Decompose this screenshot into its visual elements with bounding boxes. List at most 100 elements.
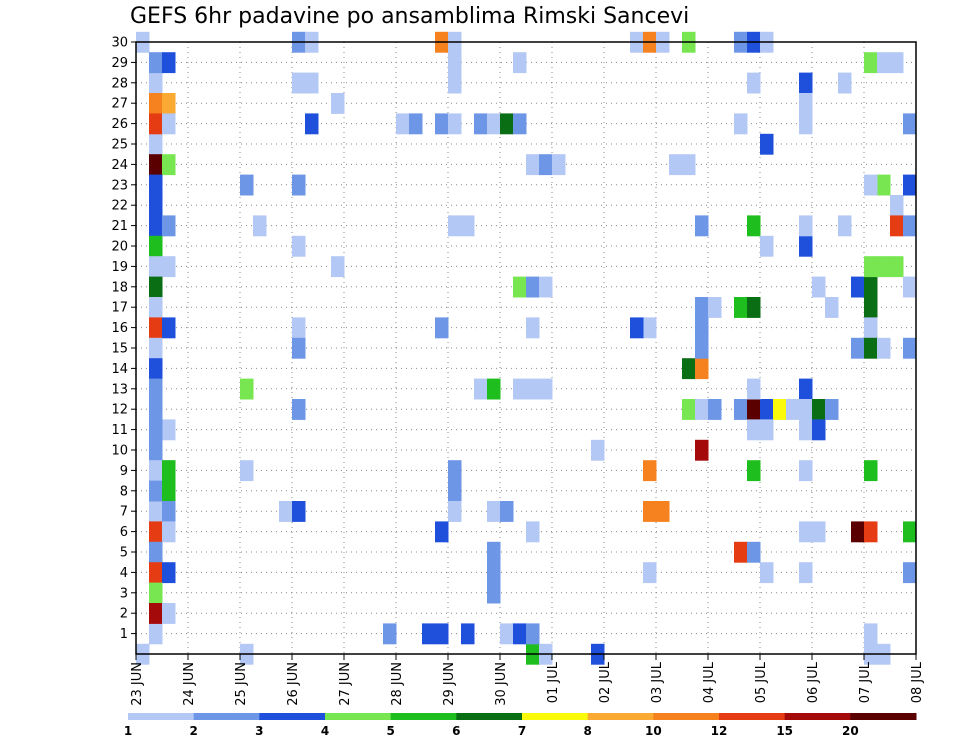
colorbar-swatch: [128, 713, 195, 720]
heatmap-cell: [149, 603, 163, 624]
y-tick-label: 10: [111, 444, 128, 459]
heatmap-cell: [383, 623, 397, 645]
heatmap-cell: [396, 113, 410, 135]
colorbar-label: 7: [518, 724, 526, 738]
heatmap-cell: [669, 154, 683, 176]
colorbar-label: 1: [124, 724, 132, 738]
heatmap-cell: [279, 501, 293, 522]
heatmap-cell: [448, 113, 462, 135]
y-tick-label: 20: [111, 240, 128, 255]
heatmap-cell: [890, 52, 904, 74]
y-tick-label: 14: [111, 362, 128, 377]
heatmap-cell: [513, 378, 527, 400]
heatmap-cell: [799, 93, 813, 114]
heatmap-cell: [890, 256, 904, 278]
heatmap-cell: [708, 399, 722, 420]
heatmap-cell: [812, 276, 826, 298]
heatmap-cell: [331, 93, 345, 114]
heatmap-cell: [149, 562, 163, 584]
heatmap-cell: [643, 460, 657, 482]
heatmap-cell: [500, 501, 514, 522]
x-tick-label: 04 JUL: [702, 661, 717, 703]
heatmap-cell: [799, 460, 813, 482]
heatmap-cell: [487, 562, 501, 584]
x-tick-label: 28 JUN: [390, 662, 405, 706]
heatmap-cell: [526, 154, 540, 176]
heatmap-cell: [474, 378, 488, 400]
heatmap-cell: [448, 460, 462, 482]
heatmap-cell: [149, 399, 163, 420]
heatmap-cell: [162, 317, 176, 339]
heatmap-cell: [240, 378, 254, 400]
y-tick-label: 13: [111, 382, 128, 397]
y-tick-label: 16: [111, 321, 128, 336]
heatmap-cell: [422, 623, 436, 645]
heatmap-cell: [799, 521, 813, 543]
heatmap-cell: [149, 276, 163, 298]
heatmap-cell: [799, 72, 813, 94]
colorbar-label: 12: [711, 724, 728, 738]
heatmap-cell: [149, 52, 163, 74]
heatmap-cell: [487, 501, 501, 522]
heatmap-cell: [851, 337, 865, 359]
heatmap-cell: [695, 337, 709, 359]
y-tick-label: 8: [120, 484, 128, 499]
heatmap-cell: [760, 419, 774, 441]
heatmap-cell: [760, 562, 774, 584]
heatmap-cell: [643, 317, 657, 339]
heatmap-cell: [760, 399, 774, 420]
y-tick-label: 19: [111, 260, 128, 275]
heatmap-cell: [292, 235, 306, 257]
heatmap-cell: [513, 113, 527, 135]
heatmap-cell: [539, 378, 553, 400]
heatmap-cell: [474, 113, 488, 135]
heatmap-cell: [149, 378, 163, 400]
heatmap-cell: [903, 337, 917, 359]
y-tick-label: 24: [111, 158, 128, 173]
x-tick-label: 29 JUN: [442, 662, 457, 706]
heatmap-cell: [149, 582, 163, 604]
heatmap-cell: [864, 317, 878, 339]
heatmap-cell: [526, 378, 540, 400]
heatmap-cell: [149, 439, 163, 461]
heatmap-cell: [747, 72, 761, 94]
heatmap-cell: [162, 521, 176, 543]
y-tick-label: 22: [111, 199, 128, 214]
heatmap-cell: [825, 297, 839, 318]
heatmap-cell: [162, 460, 176, 482]
heatmap-cell: [643, 501, 657, 522]
heatmap-cells: [136, 31, 917, 665]
x-tick-label: 26 JUN: [286, 662, 301, 706]
heatmap-cell: [734, 113, 748, 135]
heatmap-cell: [487, 541, 501, 563]
heatmap-cell: [513, 623, 527, 645]
heatmap-cell: [760, 133, 774, 155]
heatmap-cell: [773, 399, 787, 420]
heatmap-cell: [149, 72, 163, 94]
heatmap-cell: [760, 235, 774, 257]
heatmap-cell: [695, 215, 709, 237]
heatmap-cell: [162, 215, 176, 237]
y-axis: 1234567891011121314151617181920212223242…: [111, 36, 136, 642]
heatmap-cell: [682, 399, 696, 420]
y-tick-label: 7: [120, 505, 128, 520]
chart-title: GEFS 6hr padavine po ansamblima Rimski S…: [130, 4, 690, 29]
heatmap-cell: [331, 256, 345, 278]
y-tick-label: 21: [111, 219, 128, 234]
grid-lines: [135, 41, 917, 654]
heatmap-cell: [149, 297, 163, 318]
heatmap-cell: [149, 419, 163, 441]
colorbar-label: 15: [776, 724, 793, 738]
colorbar-label: 4: [321, 724, 329, 738]
heatmap-cell: [162, 419, 176, 441]
heatmap-cell: [825, 399, 839, 420]
colorbar-swatch: [390, 713, 457, 720]
heatmap-cell: [513, 52, 527, 74]
heatmap-cell: [890, 195, 904, 216]
heatmap-cell: [747, 215, 761, 237]
heatmap-cell: [149, 113, 163, 135]
heatmap-cell: [734, 541, 748, 563]
heatmap-cell: [695, 358, 709, 380]
heatmap-cell: [149, 133, 163, 155]
